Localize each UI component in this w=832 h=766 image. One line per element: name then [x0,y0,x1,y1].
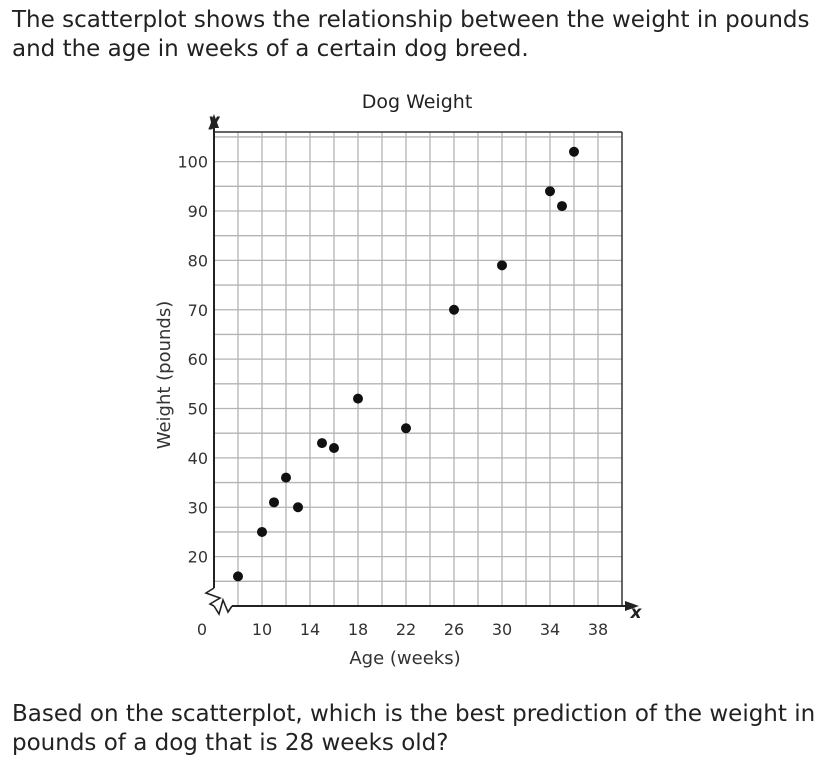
y-tick-label: 80 [188,251,208,270]
origin-label: 0 [197,620,207,639]
y-axis-letter: y [208,111,220,131]
x-tick-label: 34 [540,620,560,639]
y-tick-label: 20 [188,548,208,567]
scatterplot-dog-weight: Dog Weight 10 14 18 22 26 30 34 38 20 30 40 50 60 70 8… [154,91,643,669]
y-tick-label: 70 [188,301,208,320]
y-tick-label: 30 [188,498,208,517]
x-tick-label: 22 [396,620,416,639]
x-tick-label: 30 [492,620,512,639]
chart-title: Dog Weight [362,91,473,113]
y-tick-label: 50 [188,400,208,419]
y-tick-label: 40 [188,449,208,468]
y-axis-arrow [209,114,219,128]
x-tick-label: 26 [444,620,464,639]
x-tick-label: 14 [300,620,320,639]
data-point [293,502,303,513]
question-text: Based on the scatterplot, which is the b… [12,701,816,756]
data-point [317,438,327,449]
x-axis-letter: x [630,603,643,623]
y-tick-label: 60 [188,350,208,369]
x-axis-arrow [625,601,639,611]
data-point [401,423,411,434]
x-tick-label: 10 [252,620,272,639]
data-point [569,146,579,157]
x-axis-break [213,597,233,616]
intro-text: The scatterplot shows the relationship b… [12,7,810,62]
data-point [281,472,291,483]
y-tick-label: 100 [177,153,208,172]
data-point [353,393,363,404]
data-point [449,304,459,315]
y-axis-label: Weight (pounds) [154,301,175,450]
axes [204,114,639,616]
data-points [233,146,579,582]
data-point [545,186,555,197]
data-point [557,201,567,212]
grid [214,131,623,606]
tick-labels: 10 14 18 22 26 30 34 38 20 30 40 50 60 70 80 90 100 [177,153,608,639]
data-point [497,260,507,271]
data-point [269,497,279,508]
x-axis-label: Age (weeks) [349,648,460,669]
y-axis-break [204,587,222,607]
x-tick-label: 18 [348,620,368,639]
x-tick-label: 38 [588,620,608,639]
data-point [257,526,267,537]
data-point [329,443,339,453]
y-tick-label: 90 [188,202,208,221]
data-point [233,571,243,582]
